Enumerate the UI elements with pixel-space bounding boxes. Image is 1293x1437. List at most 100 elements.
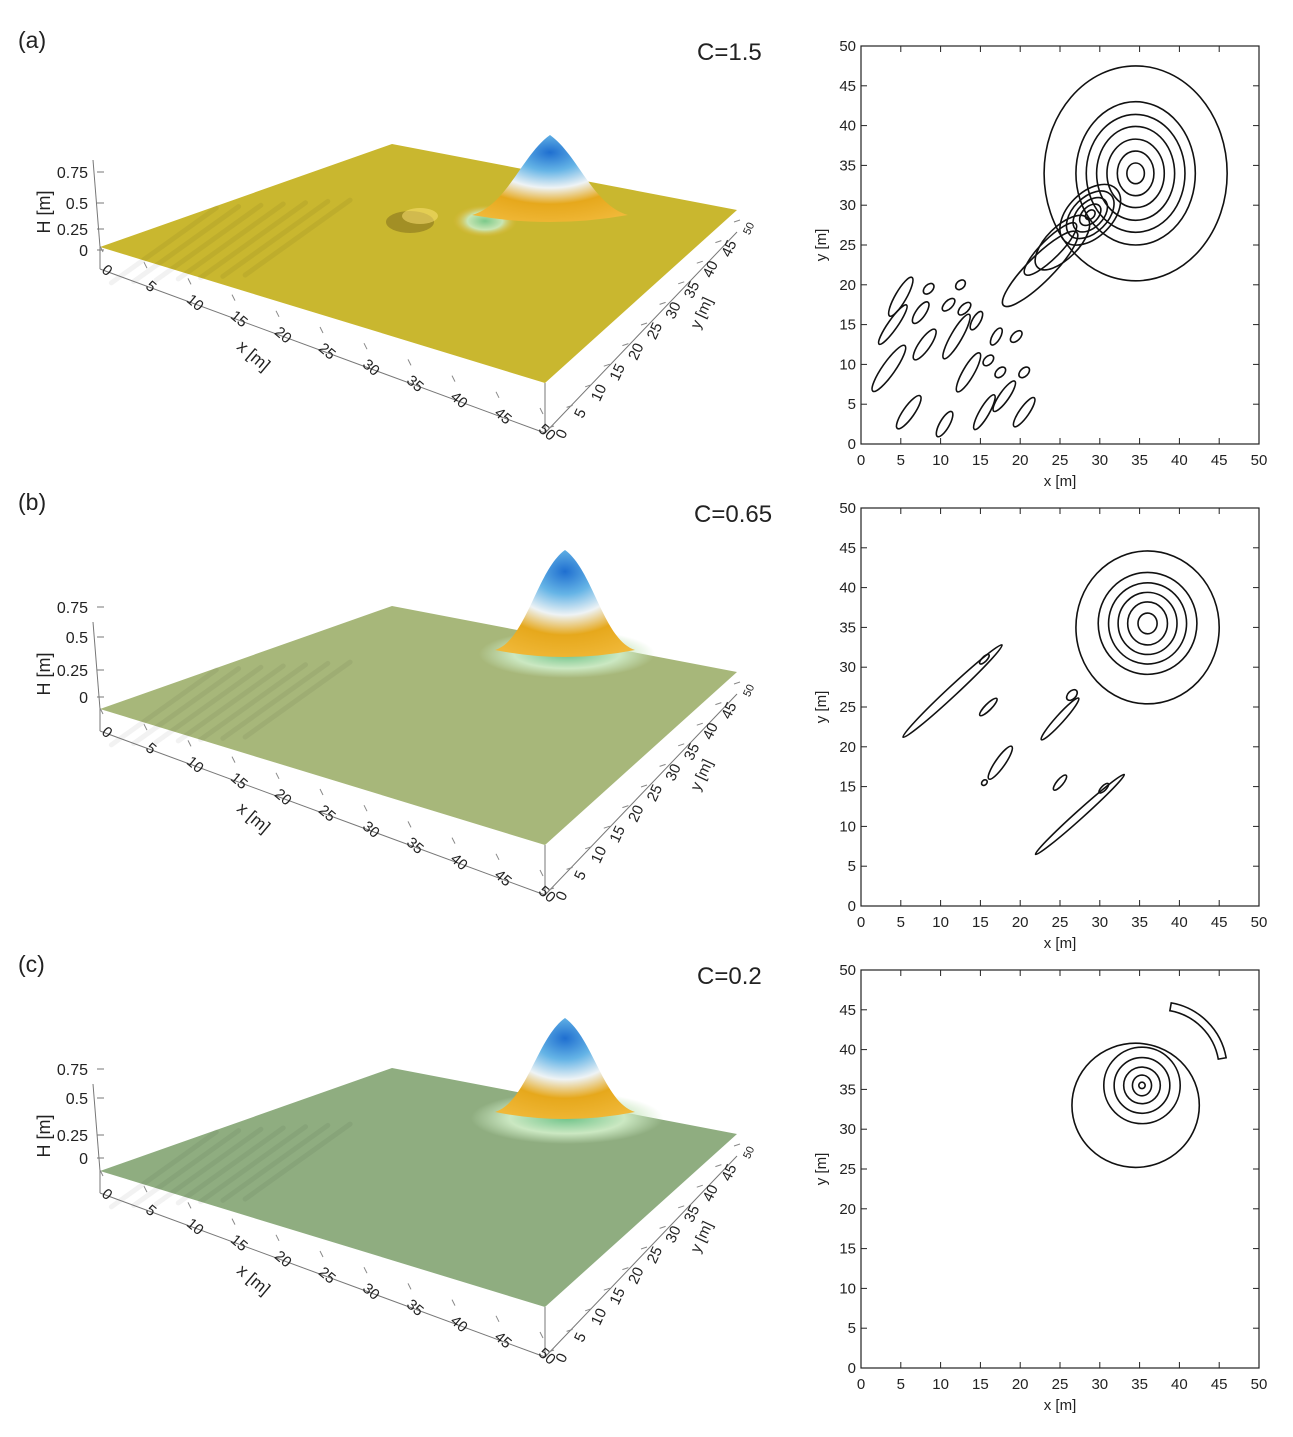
y-tick-label: 5 [571,868,590,883]
x-tick [319,788,324,796]
z-tick-label: 0.5 [66,196,88,213]
y-tick-label: 35 [839,619,856,636]
surface-ripple [153,202,264,283]
y-tick-label: 50 [741,221,757,237]
y-tick [678,743,685,747]
x-tick-label: 15 [227,1231,251,1255]
x-tick [275,1234,280,1242]
contour-line [877,304,908,346]
y-tick-label: 45 [718,1162,740,1184]
y-tick-label: 5 [848,396,856,413]
x-tick [363,1266,368,1274]
y-tick [678,281,685,285]
x-axis-label: x [m] [1044,1397,1077,1414]
y-tick [733,1143,741,1147]
y-tick-label: 20 [839,1201,856,1218]
x-tick-label: 20 [271,323,295,347]
contour-line [1084,209,1096,221]
y-tick-label: 40 [839,580,856,597]
y-axis-line [544,1155,738,1358]
y-axis-line [544,231,738,434]
contour-line [1138,1081,1146,1090]
y-tick-label: 10 [588,1306,610,1328]
y-tick-label: 0 [552,889,571,904]
y-tick-label: 40 [839,118,856,135]
x-tick [407,1283,412,1290]
contour-line [1034,214,1091,271]
surface-ripple [153,1126,264,1207]
x-tick-label: 30 [1091,452,1108,469]
x-axis-label: x [m] [233,799,273,837]
contour-line [922,282,935,295]
x-tick [275,772,280,780]
surface-ripple [242,659,353,740]
x-tick [539,869,544,877]
y-tick-label: 20 [625,1265,647,1287]
surface-ripple [153,664,264,745]
x-tick [319,1250,324,1258]
y-tick [640,1246,648,1250]
y-tick-label: 35 [839,157,856,174]
y-tick [696,1184,703,1188]
y-tick-label: 50 [741,683,757,699]
y-tick-label: 15 [606,1285,628,1307]
y-tick-label: 45 [839,540,856,557]
x-tick-label: 5 [142,278,159,296]
y-tick-label: 50 [839,962,856,979]
y-tick-label: 10 [588,844,610,866]
contour-line [978,653,990,665]
contour-line [982,354,995,367]
y-tick [640,784,648,788]
x-tick [363,804,368,812]
x-tick-label: 5 [897,452,905,469]
contour-line [1001,230,1079,308]
y-tick-label: 10 [839,818,856,835]
contour-line [954,279,967,291]
contour-line [992,380,1017,413]
y-tick-label: 10 [839,1280,856,1297]
y-tick-label: 30 [839,659,856,676]
x-tick-label: 0 [857,452,865,469]
parameter-label: C=1.5 [697,39,762,66]
x-tick-label: 0 [857,1376,865,1393]
y-tick-label: 15 [839,779,856,796]
y-tick-label: 45 [718,238,740,260]
x-tick [231,1218,236,1225]
z-tick-label: 0 [79,690,88,707]
y-axis-line [544,693,738,896]
surface-peak [495,1018,635,1119]
y-tick-label: 50 [741,1145,757,1161]
z-tick-label: 0.5 [66,1091,88,1108]
contour-line [1009,329,1023,344]
surface-ripple [131,1128,242,1209]
contour-line [1095,125,1176,222]
x-tick [407,359,412,366]
y-tick [566,404,573,408]
x-tick-label: 25 [315,340,339,364]
contour-line [972,393,996,431]
x-tick [99,245,104,253]
z-tick-label: 0 [79,243,88,260]
z-tick-label: 0 [79,1151,88,1168]
contour-line [1098,782,1110,794]
contour-line [1113,1056,1171,1115]
y-tick [603,825,610,829]
y-tick-label: 50 [839,500,856,517]
y-tick [659,1225,666,1229]
x-tick-label: 40 [1171,1376,1188,1393]
y-tick-label: 20 [625,803,647,825]
y-tick-label: 5 [848,858,856,875]
y-tick [603,363,610,367]
x-tick-label: 15 [972,914,989,931]
y-tick-label: 5 [571,406,590,421]
y-tick-label: 15 [606,823,628,845]
surface-ripple [131,666,242,747]
y-tick [585,846,592,850]
contour-line [1012,396,1036,428]
x-tick-label: 45 [491,404,515,428]
z-tick-label: 0.75 [57,165,88,182]
y-axis-label: y [m] [687,1219,716,1256]
y-tick-label: 20 [839,739,856,756]
